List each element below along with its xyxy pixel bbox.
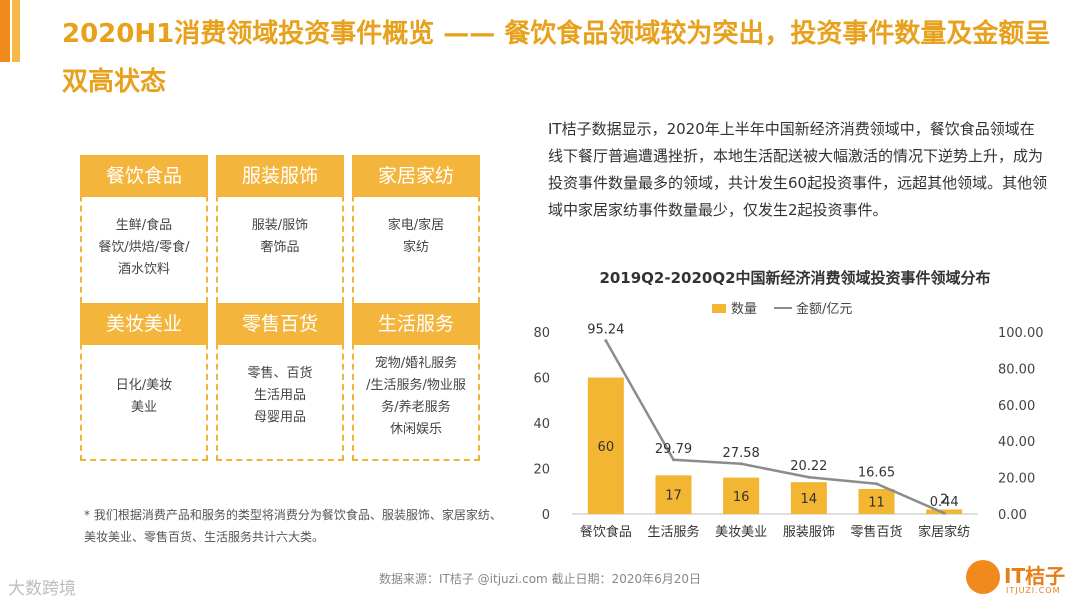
- category-item: 休闲娱乐: [389, 422, 442, 437]
- line-point: [739, 462, 743, 466]
- title-accent-bar: [0, 0, 22, 62]
- line-point: [672, 458, 675, 462]
- category-item: 宠物/婚礼服务: [374, 356, 458, 371]
- category-item: 服装/服饰: [251, 218, 309, 233]
- bar-data-label: 11: [868, 495, 885, 510]
- description-paragraph: IT桔子数据显示，2020年上半年中国新经济消费领域中，餐饮食品领域在线下餐厅普…: [548, 120, 1048, 219]
- x-tick-label: 美妆美业: [715, 525, 767, 540]
- category-item: 生鲜/食品: [115, 218, 173, 233]
- accent-stripe-light: [12, 0, 20, 62]
- category-item: 家电/家居: [387, 218, 445, 233]
- line-point: [942, 511, 946, 515]
- category-item: 日化/美妆: [115, 378, 173, 393]
- y-left-tick-label: 40: [533, 417, 550, 432]
- legend-label-amount: 金额/亿元: [796, 301, 852, 317]
- line-series-amount: [604, 340, 945, 515]
- category-items: 日化/美妆 美业: [82, 375, 206, 419]
- x-tick-label: 家居家纺: [918, 524, 970, 540]
- line-data-label: 20.22: [790, 459, 827, 474]
- category-box-retail: 零售百货 零售、百货 生活用品 母婴用品: [216, 303, 344, 461]
- y-right-tick-label: 100.00: [998, 326, 1044, 341]
- category-header: 服装服饰: [216, 155, 344, 197]
- y-right-tick-label: 0.00: [998, 508, 1027, 523]
- logo-subtitle: ITJUZI.COM: [1006, 586, 1061, 595]
- category-items: 生鲜/食品 餐饮/烘焙/零食/ 酒水饮料: [82, 215, 206, 281]
- bar: [587, 377, 624, 514]
- bar: [655, 475, 692, 514]
- x-tick-label: 餐饮食品: [580, 524, 632, 540]
- line-point: [604, 339, 608, 343]
- brand-logo: IT桔子 ITJUZI.COM: [966, 556, 1070, 600]
- category-item: 奢饰品: [260, 240, 300, 255]
- category-item: 酒水饮料: [117, 262, 170, 277]
- bar: [723, 477, 760, 514]
- y-right-tick-label: 20.00: [998, 472, 1035, 487]
- category-item: 务/养老服务: [381, 400, 451, 415]
- data-source: 数据来源：IT桔子 @itjuzi.com 截止日期：2020年6月20日: [379, 572, 701, 586]
- line-point: [807, 475, 811, 479]
- x-tick-label: 生活服务: [647, 524, 699, 540]
- category-box-services: 生活服务 宠物/婚礼服务 /生活服务/物业服 务/养老服务 休闲娱乐: [352, 303, 480, 461]
- y-left-tick-label: 0: [542, 508, 550, 523]
- line-data-label: 16.65: [858, 466, 895, 481]
- category-header: 零售百货: [216, 303, 344, 345]
- category-header: 美妆美业: [80, 303, 208, 345]
- category-items: 零售、百货 生活用品 母婴用品: [218, 363, 342, 429]
- line-data-label: 95.24: [587, 323, 624, 338]
- category-items: 家电/家居 家纺: [354, 215, 478, 259]
- y-left-tick-label: 80: [533, 326, 550, 341]
- category-header: 生活服务: [352, 303, 480, 345]
- line-point: [875, 482, 878, 486]
- legend-label-count: 数量: [731, 302, 757, 317]
- bar-data-label: 17: [665, 489, 682, 504]
- category-box-beauty: 美妆美业 日化/美妆 美业: [80, 303, 208, 461]
- category-item: 美业: [130, 400, 157, 415]
- footnote: * 我们根据消费产品和服务的类型将消费分为餐饮食品、服装服饰、家居家纺、美妆美业…: [84, 508, 502, 544]
- category-item: 生活用品: [253, 388, 306, 403]
- bar-data-label: 14: [801, 492, 818, 507]
- bar-data-label: 60: [598, 440, 615, 455]
- y-left-tick-label: 20: [533, 463, 550, 478]
- y-right-tick-label: 60.00: [998, 399, 1035, 414]
- bar-data-label: 16: [733, 490, 750, 505]
- category-box-food: 餐饮食品 生鲜/食品 餐饮/烘焙/零食/ 酒水饮料: [80, 155, 208, 313]
- category-header: 餐饮食品: [80, 155, 208, 197]
- category-box-home: 家居家纺 家电/家居 家纺: [352, 155, 480, 313]
- bar-data-label: 2: [940, 492, 948, 507]
- legend-swatch-count: [712, 304, 726, 313]
- x-tick-label: 服装服饰: [783, 525, 835, 540]
- category-item: 零售、百货: [247, 366, 313, 381]
- page-title: 2020H1消费领域投资事件概览 —— 餐饮食品领域较为突出，投资事件数量及金额…: [62, 19, 1051, 97]
- line-data-label: 29.79: [655, 442, 692, 457]
- accent-stripe-dark: [0, 0, 10, 62]
- bar: [790, 482, 827, 514]
- category-item: 餐饮/烘焙/零食/: [98, 240, 190, 255]
- logo-name: IT桔子: [1004, 564, 1066, 588]
- category-item: 母婴用品: [253, 410, 306, 425]
- category-header: 家居家纺: [352, 155, 480, 197]
- category-box-apparel: 服装服饰 服装/服饰 奢饰品: [216, 155, 344, 313]
- y-left-tick-label: 60: [533, 372, 550, 387]
- category-item: 家纺: [402, 240, 429, 255]
- category-items: 宠物/婚礼服务 /生活服务/物业服 务/养老服务 休闲娱乐: [354, 353, 478, 441]
- combo-chart: 数量 金额/亿元 0 20 40 60 80 0.00 20.00 40.00 60.00 80.00…: [533, 301, 1044, 540]
- line-data-label: 0.44: [930, 495, 959, 510]
- watermark-text: 大数跨境: [8, 579, 76, 599]
- line-data-label: 27.58: [723, 446, 760, 461]
- y-right-tick-label: 80.00: [998, 362, 1035, 377]
- category-item: /生活服务/物业服: [366, 378, 466, 393]
- orange-logo-icon: [966, 560, 1000, 594]
- category-items: 服装/服饰 奢饰品: [218, 215, 342, 259]
- x-tick-label: 零售百货: [850, 524, 902, 540]
- bar: [858, 488, 895, 514]
- chart-title: 2019Q2-2020Q2中国新经济消费领域投资事件领域分布: [599, 269, 991, 287]
- y-right-tick-label: 40.00: [998, 435, 1035, 450]
